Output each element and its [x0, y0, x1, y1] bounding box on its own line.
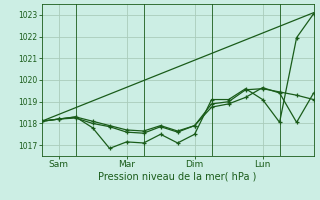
X-axis label: Pression niveau de la mer( hPa ): Pression niveau de la mer( hPa ): [99, 172, 257, 182]
